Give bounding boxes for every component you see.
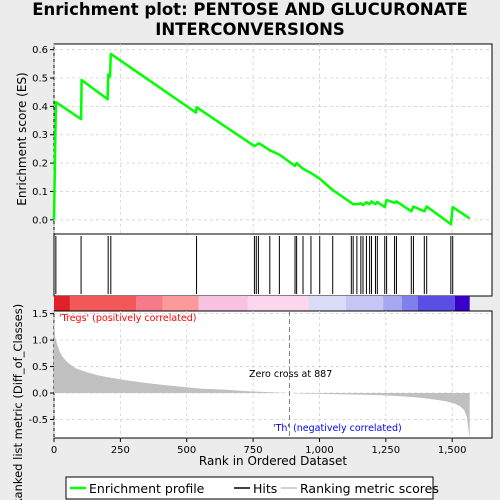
x-tick-label: 0 (51, 445, 57, 456)
legend: Enrichment profile Hits Ranking metric s… (65, 476, 439, 500)
chart-title-line-1: Enrichment plot: PENTOSE AND GLUCURONATE (32, 0, 468, 19)
negative-label: 'Th' (negatively correlated) (273, 423, 402, 434)
colorbar-band (247, 296, 309, 311)
colorbar-band (136, 296, 163, 311)
legend-es-label: Enrichment profile (89, 481, 205, 496)
metric-tick-label: 1.5 (32, 309, 48, 320)
x-tick-label: 1,000 (305, 445, 334, 456)
es-tick-label: 0.5 (32, 74, 48, 85)
chart-title-line-2: INTERCONVERSIONS (155, 20, 345, 39)
x-tick-label: 1,250 (371, 445, 400, 456)
es-tick-label: 0.3 (32, 130, 48, 141)
x-tick-label: 1,500 (438, 445, 467, 456)
es-tick-label: 0.6 (32, 45, 48, 56)
es-line (52, 52, 471, 226)
es-panel (53, 43, 493, 235)
legend-metric-label: Ranking metric scores (300, 481, 439, 496)
hits-panel (53, 233, 493, 297)
colorbar-band (162, 296, 199, 311)
chart-title: Enrichment plot: PENTOSE AND GLUCURONATE… (0, 0, 500, 40)
colorbar-band (417, 296, 455, 311)
es-tick-label: 0.1 (32, 187, 48, 198)
colorbar-band (308, 296, 346, 311)
colorbar-band (54, 296, 70, 311)
x-tick-label: 500 (177, 445, 196, 456)
es-tick-label: 0.0 (32, 215, 48, 226)
es-y-axis-label: Enrichment score (ES) (15, 72, 29, 205)
x-tick-label: 750 (244, 445, 263, 456)
colorbar-band (383, 296, 402, 311)
colorbar-band (198, 296, 248, 311)
colorbar-band (454, 296, 470, 311)
metric-tick-label: 0.5 (32, 362, 48, 373)
es-tick-label: 0.2 (32, 159, 48, 170)
metric-x-axis-label: Rank in Ordered Dataset (199, 454, 347, 468)
x-tick-label: 250 (111, 445, 130, 456)
legend-hits-label: Hits (253, 481, 277, 496)
metric-tick-label: 0.0 (32, 389, 48, 400)
colorbar-band (346, 296, 384, 311)
metric-tick-label: 1.0 (32, 336, 48, 347)
metric-y-axis-label: Ranked list metric (Diff_of_Classes) (11, 304, 25, 500)
metric-tick-label: -0.5 (28, 415, 48, 426)
positive-label: 'Tregs' (positively correlated) (59, 313, 197, 324)
colorbar-band (69, 296, 137, 311)
zero-cross-label: Zero cross at 887 (249, 369, 332, 380)
es-tick-label: 0.4 (32, 102, 48, 113)
metric-panel (53, 310, 493, 439)
colorbar-band (401, 296, 418, 311)
